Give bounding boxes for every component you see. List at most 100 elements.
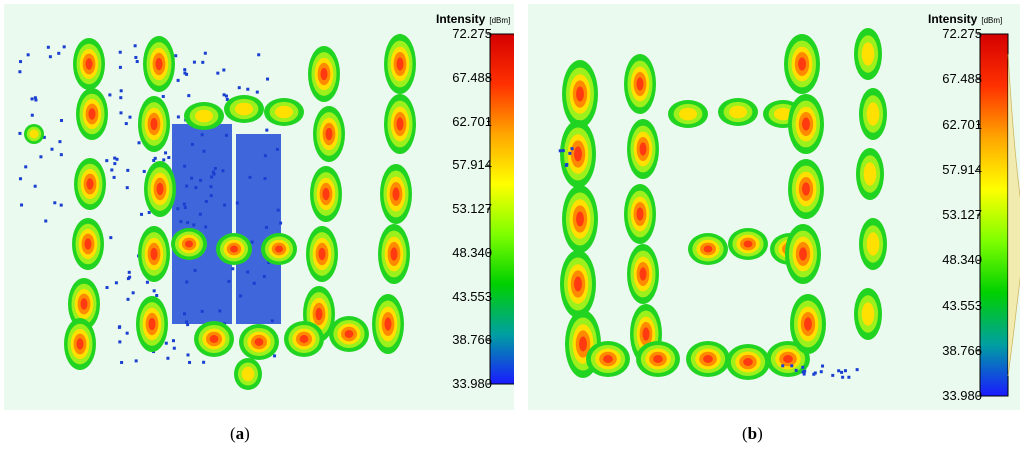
scatter-point bbox=[246, 270, 250, 274]
intensity-blob bbox=[603, 355, 613, 363]
scatter-point bbox=[113, 156, 117, 160]
scatter-point bbox=[182, 312, 186, 316]
scatter-point bbox=[192, 223, 196, 227]
scatter-point bbox=[182, 202, 186, 206]
colorbar-tick-label: 38.766 bbox=[942, 342, 982, 358]
scatter-point bbox=[263, 177, 267, 181]
scatter-point bbox=[183, 206, 187, 210]
scatter-point bbox=[118, 65, 122, 69]
intensity-map-b bbox=[558, 28, 1020, 397]
scatter-point bbox=[781, 364, 785, 368]
scatter-point bbox=[119, 96, 123, 100]
scatter-point bbox=[185, 72, 189, 76]
scatter-point bbox=[33, 184, 37, 188]
scatter-point bbox=[279, 221, 283, 225]
scatter-point bbox=[255, 90, 259, 94]
scatter-point bbox=[109, 236, 113, 240]
scatter-point bbox=[558, 149, 562, 153]
scatter-point bbox=[125, 331, 129, 335]
colorbar-title-a: Intensity [dBm] bbox=[436, 12, 511, 26]
scatter-point bbox=[223, 203, 227, 207]
intensity-blob bbox=[639, 267, 647, 281]
scatter-point bbox=[147, 211, 151, 215]
scatter-point bbox=[201, 60, 205, 64]
scatter-point bbox=[257, 53, 261, 57]
colorbar-tick-label: 62.701 bbox=[452, 113, 492, 129]
intensity-blob bbox=[86, 178, 94, 190]
intensity-blob bbox=[84, 238, 92, 250]
colorbar-distribution-curve bbox=[1007, 53, 1020, 377]
scatter-point bbox=[186, 353, 190, 357]
scatter-point bbox=[209, 194, 213, 198]
intensity-blob bbox=[254, 338, 264, 346]
intensity-blob bbox=[150, 247, 158, 261]
scatter-point bbox=[166, 356, 170, 360]
intensity-blob bbox=[318, 247, 326, 261]
colorbar-tick-label: 57.914 bbox=[942, 161, 982, 177]
scatter-point bbox=[231, 267, 235, 271]
heatmap-panel-b: Intensity [dBm] 72.275 67.488 62.701 57.914 5… bbox=[528, 4, 1020, 410]
scatter-point bbox=[194, 186, 198, 190]
scatter-point bbox=[186, 221, 190, 225]
scatter-point bbox=[211, 170, 215, 174]
scatter-point bbox=[152, 159, 156, 163]
intensity-blob bbox=[703, 245, 713, 253]
intensity-blob bbox=[275, 245, 283, 253]
scatter-point bbox=[262, 274, 266, 278]
intensity-blob bbox=[783, 355, 793, 363]
scatter-point bbox=[176, 207, 180, 211]
intensity-blob bbox=[241, 366, 255, 382]
scatter-point bbox=[134, 55, 138, 59]
scatter-point bbox=[803, 369, 807, 373]
intensity-blob bbox=[574, 276, 582, 292]
scatter-point bbox=[162, 158, 166, 162]
scatter-point bbox=[46, 45, 50, 49]
scatter-point bbox=[119, 111, 123, 115]
intensity-blob bbox=[392, 187, 400, 201]
colorbar-tick-label: 43.553 bbox=[452, 288, 492, 304]
scatter-point bbox=[59, 153, 63, 157]
colorbar-tick-label: 53.127 bbox=[452, 201, 492, 216]
scatter-point bbox=[126, 297, 130, 301]
scatter-point bbox=[124, 122, 128, 126]
scatter-point bbox=[115, 157, 119, 161]
colorbar-tick-label: 72.275 bbox=[942, 26, 982, 41]
scatter-point bbox=[112, 175, 116, 179]
scatter-point bbox=[812, 372, 816, 376]
scatter-point bbox=[58, 140, 62, 144]
scatter-point bbox=[108, 93, 112, 97]
intensity-blob bbox=[863, 162, 877, 186]
scatter-point bbox=[176, 78, 180, 82]
scatter-point bbox=[128, 275, 132, 279]
intensity-blob bbox=[396, 57, 404, 71]
scatter-point bbox=[831, 373, 835, 377]
intensity-blob bbox=[80, 298, 88, 310]
scatter-point bbox=[225, 97, 229, 101]
scatter-point bbox=[224, 94, 228, 98]
scatter-point bbox=[265, 128, 269, 132]
scatter-point bbox=[119, 89, 123, 93]
scatter-point bbox=[184, 320, 188, 324]
scatter-point bbox=[167, 156, 171, 160]
scatter-point bbox=[202, 149, 206, 153]
scatter-point bbox=[202, 360, 206, 364]
scatter-point bbox=[192, 60, 196, 64]
intensity-blob bbox=[344, 330, 354, 338]
scatter-point bbox=[153, 156, 157, 160]
scatter-point bbox=[198, 212, 202, 216]
scatter-point bbox=[790, 364, 794, 368]
scatter-point bbox=[568, 151, 572, 155]
scatter-point bbox=[250, 240, 254, 244]
scatter-point bbox=[105, 159, 109, 163]
scatter-point bbox=[855, 368, 859, 372]
scatter-point bbox=[145, 280, 149, 284]
intensity-blob bbox=[85, 58, 93, 70]
intensity-blob bbox=[802, 182, 810, 196]
scatter-point bbox=[210, 175, 214, 179]
scatter-point bbox=[30, 97, 34, 101]
intensity-blob bbox=[235, 102, 253, 116]
intensity-blob bbox=[155, 57, 163, 71]
scatter-point bbox=[57, 51, 61, 55]
intensity-blob bbox=[390, 247, 398, 261]
intensity-blob bbox=[579, 336, 587, 352]
